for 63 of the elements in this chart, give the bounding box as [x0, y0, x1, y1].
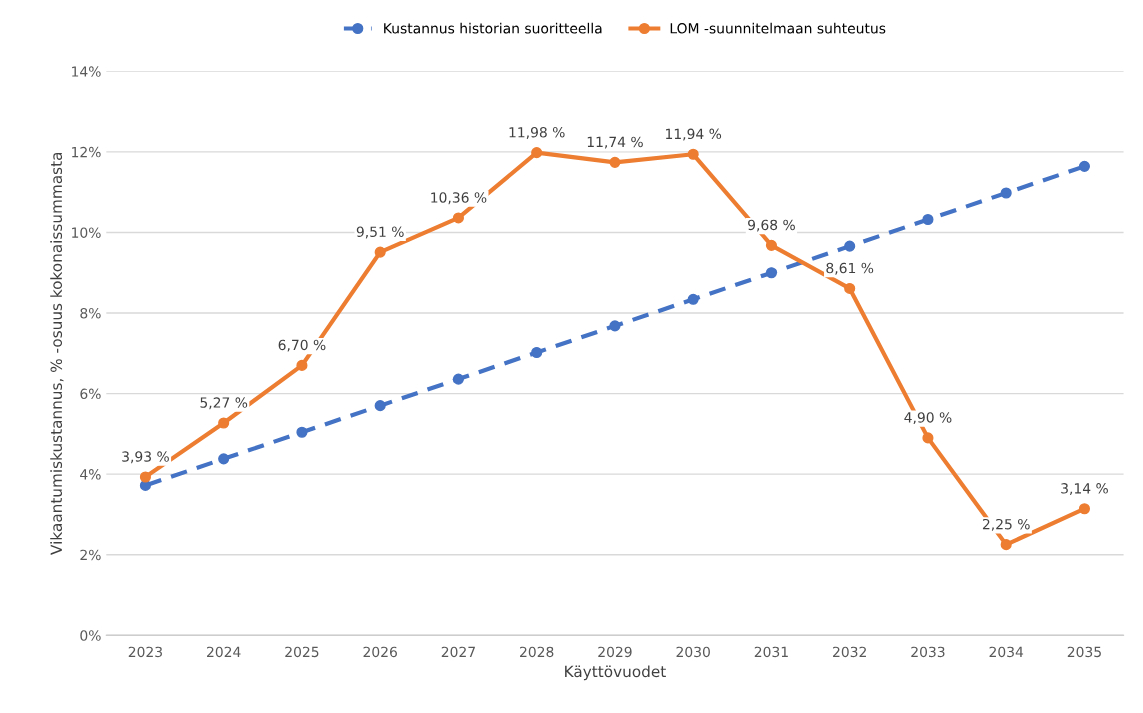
point: [1078, 160, 1090, 172]
point: [218, 417, 230, 429]
y-tick-label: 8%: [80, 307, 101, 319]
point: [452, 373, 464, 385]
x-tick-label: 2033: [911, 646, 945, 658]
x-axis-title: Käyttövuodet: [565, 665, 666, 681]
legend-label: LOM -suunnitelmaan suhteutus: [670, 22, 886, 34]
y-tick-label: 2%: [80, 549, 101, 561]
data-label: 3,93 %: [122, 451, 169, 464]
x-tick-label: 2035: [1067, 646, 1101, 658]
point: [765, 267, 777, 279]
point: [687, 293, 699, 305]
data-label: 9,51 %: [356, 226, 404, 239]
point: [765, 239, 777, 251]
data-label: 5,27 %: [200, 397, 248, 410]
y-tick-label: 0%: [80, 630, 101, 641]
point: [531, 147, 543, 159]
point: [1078, 503, 1090, 515]
point: [374, 400, 386, 412]
point: [452, 212, 464, 224]
x-tick-label: 2030: [676, 646, 710, 658]
y-tick-label: 10%: [72, 227, 101, 238]
point: [609, 156, 621, 168]
point: [844, 282, 856, 294]
data-label: 4,90 %: [904, 412, 952, 425]
point: [296, 359, 308, 371]
point: [1000, 539, 1012, 551]
point: [844, 240, 856, 252]
x-tick-label: 2031: [754, 646, 788, 658]
data-label: 11,98 %: [509, 126, 565, 139]
y-axis-title: Vikaantumiskustannus, % -osuus kokonaissummasta: [50, 152, 64, 555]
point: [296, 426, 308, 438]
data-label: 11,94 %: [666, 128, 722, 141]
x-tick-label: 2029: [598, 646, 632, 658]
data-label: 10,36 %: [431, 192, 487, 205]
y-tick-label: 6%: [80, 388, 101, 400]
x-tick-label: 2027: [441, 646, 475, 658]
point: [922, 432, 934, 444]
data-label: 3,14 %: [1061, 483, 1108, 496]
x-tick-label: 2026: [363, 646, 397, 658]
x-tick-label: 2028: [520, 646, 554, 658]
data-label: 8,61 %: [826, 262, 874, 275]
x-tick-label: 2034: [989, 646, 1024, 658]
point: [609, 320, 621, 332]
point: [1000, 187, 1012, 199]
y-tick-label: 12%: [72, 146, 101, 158]
y-tick-label: 4%: [80, 469, 101, 480]
x-tick-label: 2025: [285, 646, 319, 658]
y-tick-label: 14%: [72, 66, 101, 77]
legend-label: Kustannus historian suoritteella: [384, 22, 602, 34]
point: [139, 471, 151, 483]
point: [374, 246, 386, 258]
x-tick-label: 2024: [207, 646, 241, 658]
data-label: 6,70 %: [278, 339, 326, 352]
point: [922, 213, 934, 226]
point: [218, 453, 230, 465]
point: [531, 346, 543, 359]
data-label: 9,68 %: [748, 219, 795, 232]
data-label: 11,74 %: [587, 136, 643, 149]
x-tick-label: 2023: [128, 646, 162, 658]
x-tick-label: 2032: [833, 646, 866, 658]
data-label: 2,25 %: [982, 518, 1030, 531]
point: [687, 148, 699, 160]
